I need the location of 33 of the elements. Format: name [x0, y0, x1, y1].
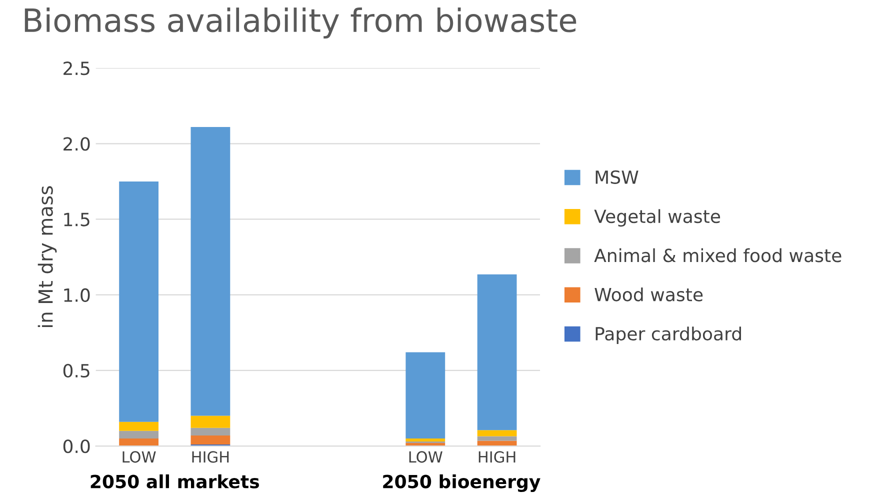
- x-tick-label: LOW: [122, 451, 156, 463]
- bar: [119, 422, 158, 431]
- legend-label: Vegetal waste: [594, 209, 720, 227]
- legend-label: MSW: [596, 170, 638, 184]
- bar: [477, 274, 517, 430]
- y-tick-label: 0.0: [63, 440, 90, 454]
- bar: [477, 436, 517, 441]
- legend-label: Paper cardboard: [596, 326, 741, 344]
- x-tick-label: HIGH: [478, 451, 516, 463]
- y-tick-label: 0.5: [63, 364, 90, 378]
- y-tick-label: 2.0: [64, 137, 90, 151]
- legend-label: Wood waste: [594, 287, 703, 302]
- y-tick-label: 2.5: [64, 62, 90, 76]
- bar: [119, 430, 158, 438]
- bar: [406, 352, 446, 438]
- bar: [190, 435, 230, 445]
- bar: [190, 428, 230, 436]
- y-tick-label: 1.5: [64, 212, 90, 226]
- bar: [119, 438, 158, 446]
- bar: [406, 438, 446, 442]
- bar: [477, 430, 517, 436]
- bar: [190, 127, 230, 416]
- y-tick-label: 1.0: [64, 288, 90, 302]
- text: 2050 bioenergy: [383, 474, 540, 492]
- text: 2050 all markets: [90, 474, 259, 488]
- bar: [190, 416, 230, 428]
- bar: [477, 440, 517, 446]
- legend-label: Animal & mixed food waste: [594, 248, 842, 262]
- x-tick-label: HIGH: [192, 451, 229, 463]
- y-axis-title: in Mt dry mass: [38, 186, 57, 328]
- bar: [119, 181, 158, 422]
- chart-title: Biomass availability from biowaste: [24, 8, 576, 38]
- x-tick-label: LOW: [409, 451, 442, 463]
